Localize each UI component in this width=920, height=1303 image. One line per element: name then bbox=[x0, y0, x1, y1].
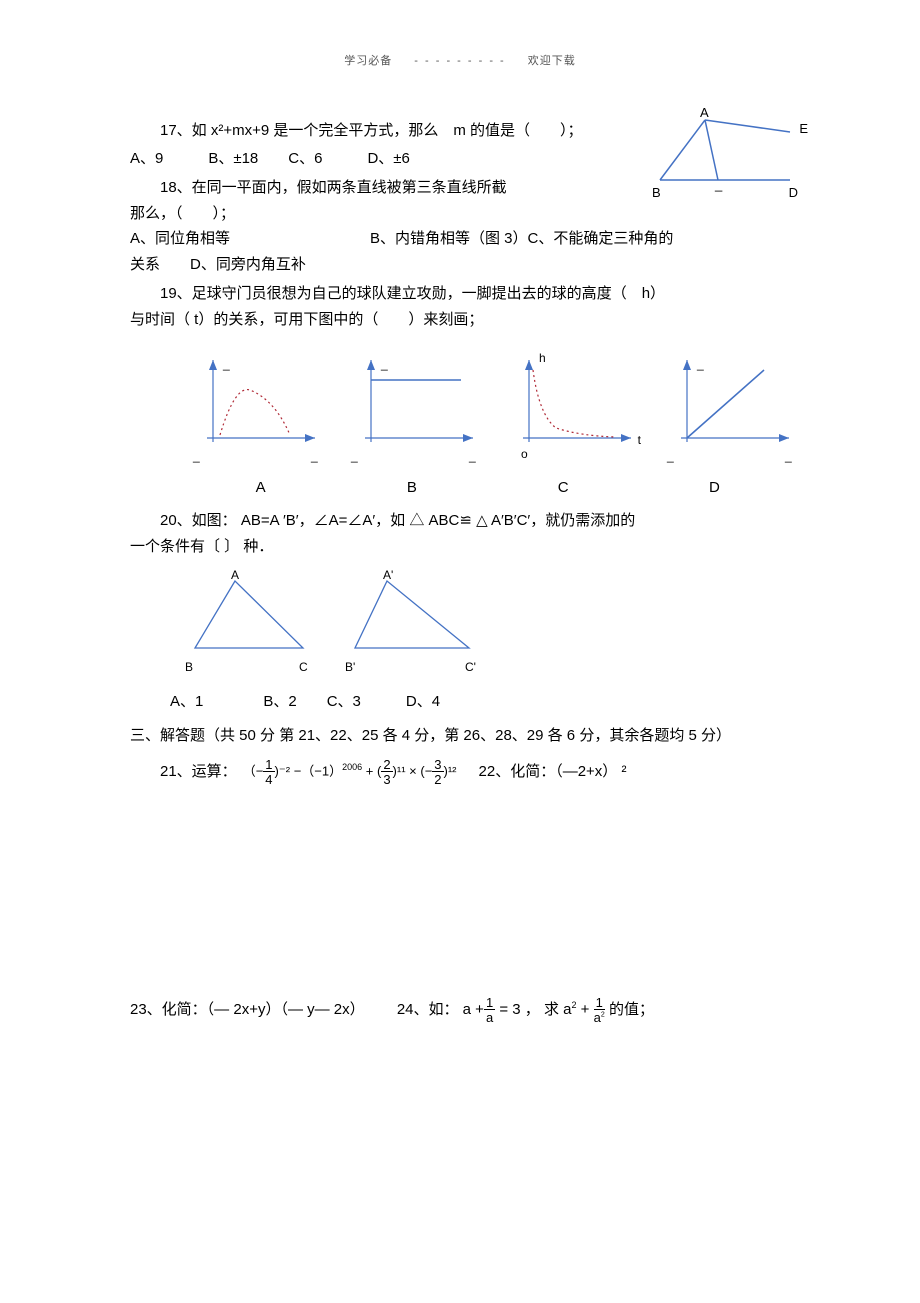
tri1-b: B bbox=[185, 657, 193, 677]
q20-options: A、1 B、2 C、3 D、4 bbox=[170, 689, 790, 715]
chart-a-u2: _ bbox=[193, 446, 200, 466]
tri2-b: B' bbox=[345, 657, 355, 677]
q21-p3: )¹¹ × ( bbox=[393, 763, 425, 778]
chart-b-u1: _ bbox=[381, 354, 388, 374]
chart-c-t: t bbox=[638, 430, 641, 450]
q18-l4: 关系 D、同旁内角互补 bbox=[130, 252, 790, 278]
q17: 17、如 x²+mx+9 是一个完全平方式，那么 m 的值是（ ）； A、9 B… bbox=[130, 118, 790, 171]
chart-c: h o t bbox=[501, 350, 641, 469]
section-3-heading: 三、解答题（共 50 分 第 21、22、25 各 4 分，第 26、28、29… bbox=[130, 723, 790, 749]
q24-f2-den: a2 bbox=[594, 1010, 605, 1024]
chart-c-o: o bbox=[521, 444, 528, 464]
chart-a: _ _ _ bbox=[185, 350, 325, 469]
q21-neg3: − bbox=[425, 763, 433, 778]
q21-p2: + ( bbox=[366, 763, 382, 778]
section3-text: 三、解答题（共 50 分 第 21、22、25 各 4 分，第 26、28、29… bbox=[130, 727, 731, 744]
header-left: 学习必备 bbox=[344, 55, 392, 67]
q21-f2-num: 2 bbox=[381, 758, 392, 772]
q21-p1: )⁻² bbox=[275, 763, 291, 778]
fig3-label-d: D bbox=[789, 182, 798, 204]
q24-plus: + bbox=[576, 1001, 593, 1018]
q21-label: 21、运算： bbox=[130, 759, 237, 785]
q18-l2: 那么，（ ）； bbox=[130, 201, 790, 227]
triangle-abc: A B C bbox=[185, 573, 325, 683]
q20-l1: 20、如图： AB=A ′B′，∠A=∠A′，如 △ ABC≌ △ A′B′C′… bbox=[130, 508, 790, 534]
figure-3: A E B D _ bbox=[650, 110, 800, 200]
tri2-c: C' bbox=[465, 657, 476, 677]
q24-a: 24、如： a + bbox=[397, 1001, 484, 1018]
q21-p4: )¹² bbox=[444, 763, 457, 778]
chart-c-h: h bbox=[539, 348, 546, 368]
q18-l3a: A、同位角相等 bbox=[130, 226, 370, 252]
chart-a-u3: _ bbox=[311, 446, 318, 466]
q21-f2-den: 3 bbox=[381, 772, 392, 786]
fig3-label-e: E bbox=[799, 118, 808, 140]
q21-e1: 2006 bbox=[342, 762, 362, 772]
chart-d: _ _ _ bbox=[659, 350, 799, 469]
q21-frac1: 14 bbox=[263, 758, 274, 786]
q20: 20、如图： AB=A ′B′，∠A=∠A′，如 △ ABC≌ △ A′B′C′… bbox=[130, 508, 790, 559]
q24-f1-den: a bbox=[484, 1010, 495, 1024]
q24-f2-num: 1 bbox=[594, 996, 605, 1010]
q24-frac1: 1a bbox=[484, 996, 495, 1024]
q21-neg1: − bbox=[256, 763, 264, 778]
q21: 21、运算： （−14)⁻² −（−1）2006 + (23)¹¹ × (−32… bbox=[130, 758, 790, 786]
chart-label-a: A bbox=[185, 475, 336, 501]
q23: 23、化简：（— 2x+y）（— y— 2x） 24、如： a +1a = 3 … bbox=[130, 996, 790, 1024]
page-content: 17、如 x²+mx+9 是一个完全平方式，那么 m 的值是（ ）； A、9 B… bbox=[0, 68, 920, 1024]
q21-m1: −（−1） bbox=[294, 763, 342, 778]
q21-p-open: （ bbox=[243, 763, 256, 778]
tri1-a: A bbox=[231, 565, 239, 585]
chart-label-c: C bbox=[488, 475, 639, 501]
q22-text: 22、化简：（—2+x） ² bbox=[479, 759, 627, 785]
q21-f3-den: 2 bbox=[432, 772, 443, 786]
q24-eq: = 3 ， 求 a bbox=[495, 1001, 571, 1018]
chart-d-u1: _ bbox=[697, 354, 704, 374]
header-dashes: - - - - - - - - - bbox=[414, 55, 505, 67]
chart-label-b: B bbox=[336, 475, 487, 501]
header-right: 欢迎下载 bbox=[528, 55, 576, 67]
fig3-underscore: _ bbox=[715, 174, 722, 196]
chart-d-u2: _ bbox=[667, 446, 674, 466]
q19-l1: 19、足球守门员很想为自己的球队建立攻勋，一脚提出去的球的高度（ h） bbox=[130, 281, 790, 307]
tri2-a: A' bbox=[383, 565, 393, 585]
charts-row: _ _ _ _ _ _ h o bbox=[185, 350, 790, 469]
q24-tail: 的值； bbox=[605, 1001, 654, 1018]
q19: 19、足球守门员很想为自己的球队建立攻勋，一脚提出去的球的高度（ h） 与时间（… bbox=[130, 281, 790, 332]
chart-labels: A B C D bbox=[185, 475, 790, 501]
triangles-row: A B C A' B' C' bbox=[185, 573, 790, 683]
q21-f1-num: 1 bbox=[263, 758, 274, 772]
chart-label-d: D bbox=[639, 475, 790, 501]
chart-b: _ _ _ bbox=[343, 350, 483, 469]
q18-l3b: B、内错角相等（图 3）C、不能确定三种角的 bbox=[370, 226, 673, 252]
fig3-label-a: A bbox=[700, 102, 709, 124]
page-header: 学习必备 - - - - - - - - - 欢迎下载 bbox=[0, 0, 920, 68]
chart-b-u2: _ bbox=[351, 446, 358, 466]
q24-frac2: 1a2 bbox=[594, 996, 605, 1024]
chart-b-u3: _ bbox=[469, 446, 476, 466]
q24-f2-den-base: a bbox=[594, 1010, 601, 1025]
q19-l2: 与时间（ t）的关系，可用下图中的（ ）来刻画； bbox=[130, 307, 790, 333]
q23-text: 23、化简：（— 2x+y）（— y— 2x） bbox=[130, 1001, 365, 1018]
fig3-label-b: B bbox=[652, 182, 661, 204]
q24: 24、如： a +1a = 3 ， 求 a2 + 1a2 的值； bbox=[397, 1001, 654, 1018]
triangle-abc-prime: A' B' C' bbox=[347, 573, 487, 683]
q20-l2: 一个条件有〔 〕 种． bbox=[130, 534, 790, 560]
q21-expr: （−14)⁻² −（−1）2006 + (23)¹¹ × (−32)¹² bbox=[243, 758, 457, 786]
q24-f1-num: 1 bbox=[484, 996, 495, 1010]
q21-f3-num: 3 bbox=[432, 758, 443, 772]
q21-frac2: 23 bbox=[381, 758, 392, 786]
chart-d-u3: _ bbox=[785, 446, 792, 466]
q21-frac3: 32 bbox=[432, 758, 443, 786]
tri1-c: C bbox=[299, 657, 308, 677]
chart-a-u1: _ bbox=[223, 354, 230, 374]
q21-f1-den: 4 bbox=[263, 772, 274, 786]
